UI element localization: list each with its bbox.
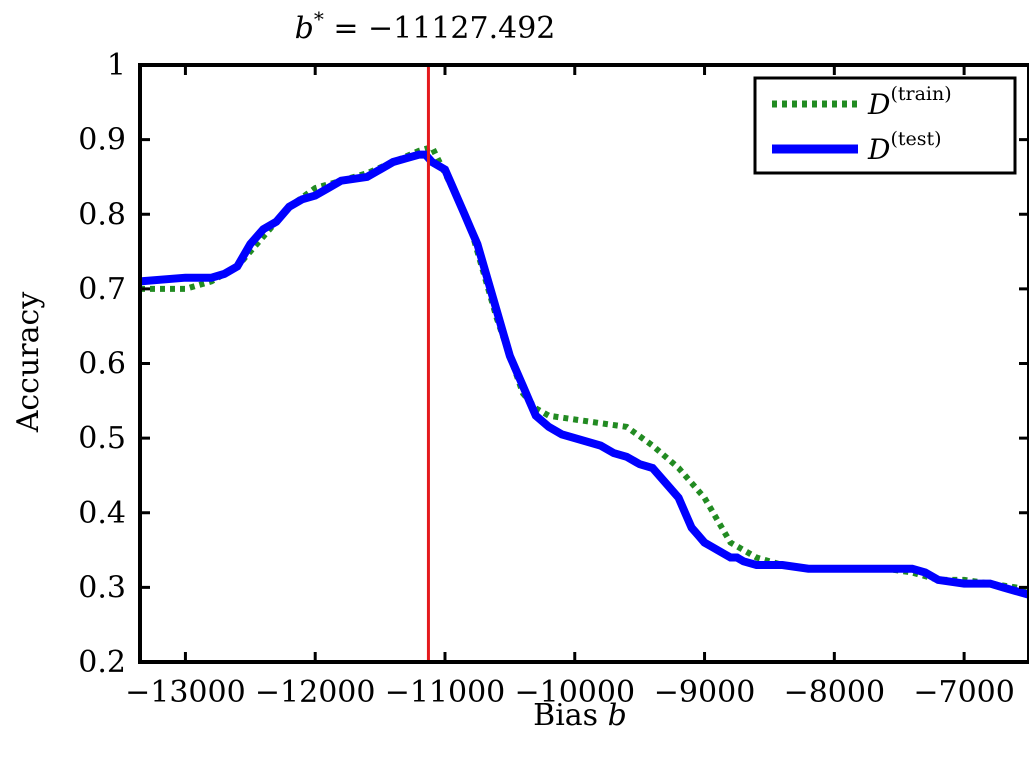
- legend-train-label: D(train): [867, 83, 952, 121]
- x-tick-label: −10000: [514, 675, 635, 710]
- ticks: −13000 −12000 −11000 −10000 −9000 −8000 −7000 0…: [78, 48, 1029, 710]
- x-tick-label: −13000: [125, 675, 246, 710]
- y-tick-label: 0.4: [78, 496, 126, 531]
- series-train-line: [140, 143, 1029, 594]
- y-tick-label: 0.9: [78, 123, 126, 158]
- x-axis-label: Bias b: [533, 698, 627, 733]
- x-tick-label: −11000: [385, 675, 506, 710]
- y-tick-label: 0.2: [78, 645, 126, 680]
- plot-area: [139, 65, 1029, 662]
- y-tick-label: 0.8: [78, 197, 126, 232]
- series-test-line: [139, 150, 1029, 599]
- x-tick-label: −7000: [913, 675, 1014, 710]
- x-tick-label: −8000: [784, 675, 885, 710]
- x-tick-label: −12000: [255, 675, 376, 710]
- y-tick-label: 0.3: [78, 570, 126, 605]
- y-tick-label: 0.5: [78, 421, 126, 456]
- y-axis-label: Accuracy: [11, 292, 46, 434]
- legend-test-label: D(test): [867, 128, 942, 166]
- x-tick-label: −9000: [654, 675, 755, 710]
- y-tick-label: 0.7: [78, 272, 126, 307]
- y-tick-label: 0.6: [78, 347, 126, 382]
- chart-title: b* = −11127.492: [295, 7, 556, 46]
- legend: D(train) D(test): [753, 76, 1017, 175]
- y-tick-label: 1: [107, 48, 126, 83]
- legend-box: [753, 76, 1017, 175]
